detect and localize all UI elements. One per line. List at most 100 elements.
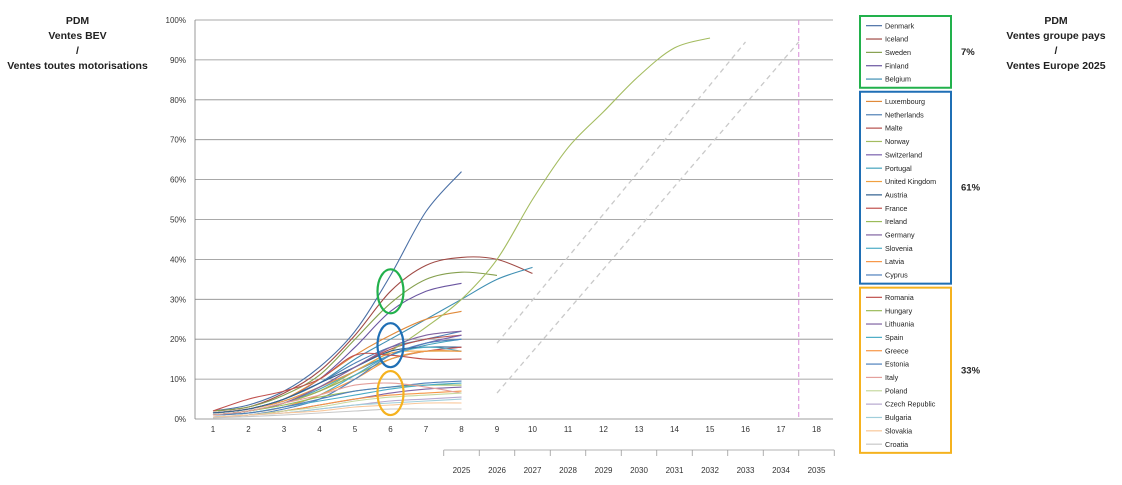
legend-entry: France [885,204,907,213]
legend-entry: Bulgaria [885,413,911,422]
legend-box [859,286,952,454]
series-line [212,382,462,416]
legend-entry: Germany [885,231,915,240]
legend-entry: Italy [885,373,899,382]
legend-entry: Poland [885,386,907,395]
x-tick-label: 13 [635,425,644,434]
x-tick-label: 8 [459,425,464,434]
legend-entry: Cyprus [885,271,908,280]
legend-entry: Czech Republic [885,400,936,409]
group-ellipse [376,322,405,369]
x-tick-label: 2 [246,425,251,434]
left-title-line: Ventes BEV [48,30,107,42]
right-title-line: PDM [1044,15,1068,27]
x-tick-label: 16 [741,425,750,434]
right-title-line: / [1054,45,1058,57]
legend-entry: Malte [885,124,903,133]
legend-entry: Netherlands [885,110,924,119]
year-label: 2027 [524,466,542,475]
year-label: 2032 [701,466,719,475]
year-label: 2034 [772,466,790,475]
x-tick-label: 9 [495,425,500,434]
x-tick-label: 3 [282,425,287,434]
x-tick-label: 4 [317,425,322,434]
legend-entry: Norway [885,137,910,146]
right-title-line: Ventes Europe 2025 [1006,60,1106,72]
y-tick-label: 80% [170,96,186,105]
trend-line [496,41,800,394]
legend-entry: Belgium [885,75,911,84]
x-tick-label: 15 [706,425,715,434]
legend-entry: Hungary [885,306,913,315]
right-title-line: Ventes groupe pays [1006,30,1106,42]
left-title-line: / [76,45,79,57]
legend-entry: Latvia [885,257,904,266]
series-line [212,408,462,419]
legend-entry: United Kingdom [885,177,936,186]
legend-entry: Lithuania [885,320,914,329]
left-title-line: PDM [65,15,90,27]
legend-entry: Portugal [885,164,912,173]
y-tick-label: 100% [166,16,186,25]
y-tick-label: 10% [170,375,186,384]
x-tick-label: 10 [528,425,537,434]
year-label: 2035 [808,466,826,475]
left-title: PDM Ventes BEV / Ventes toutes motorisat… [0,14,155,74]
y-tick-label: 0% [174,415,186,424]
group-share-label: 7% [961,47,975,58]
group-share-label: 61% [961,183,981,194]
year-label: 2033 [737,466,755,475]
legend-entry: Estonia [885,360,909,369]
legend-entry: Slovakia [885,426,912,435]
series-line [212,37,711,416]
y-tick-label: 90% [170,56,186,65]
y-tick-label: 20% [170,335,186,344]
series-line [212,266,533,414]
legend-entry: Slovenia [885,244,913,253]
x-tick-label: 5 [353,425,358,434]
legend-entry: Iceland [885,35,908,44]
legend-entry: Switzerland [885,150,922,159]
legend-entry: Austria [885,190,907,199]
group-share-label: 33% [961,365,981,376]
group-ellipse [376,268,405,315]
y-tick-label: 30% [170,295,186,304]
trend-line [496,41,747,344]
y-tick-label: 40% [170,255,186,264]
x-tick-label: 7 [424,425,429,434]
year-label: 2028 [559,466,577,475]
legend-entry: Denmark [885,21,915,30]
x-tick-label: 18 [812,425,821,434]
legend-entry: Romania [885,293,914,302]
legend-entry: Croatia [885,440,908,449]
series-line [212,171,462,412]
legend-entry: Greece [885,346,909,355]
legend-entry: Sweden [885,48,911,57]
year-label: 2029 [595,466,613,475]
legend-entry: Luxembourg [885,97,925,106]
series-line [212,380,462,416]
legend-box [859,90,952,285]
y-tick-label: 50% [170,216,186,225]
left-title-line: Ventes toutes motorisations [7,60,148,72]
x-tick-label: 6 [388,425,393,434]
right-title: PDM Ventes groupe pays / Ventes Europe 2… [995,14,1117,74]
year-label: 2026 [488,466,506,475]
legend-entry: Finland [885,61,909,70]
year-label: 2030 [630,466,648,475]
x-tick-label: 14 [670,425,679,434]
series-line [212,352,462,412]
x-tick-label: 17 [777,425,786,434]
x-tick-label: 1 [211,425,216,434]
series-line [212,402,462,418]
year-label: 2031 [666,466,684,475]
series-line [212,271,498,412]
y-tick-label: 70% [170,136,186,145]
legend-entry: Ireland [885,217,907,226]
y-tick-label: 60% [170,176,186,185]
year-label: 2025 [453,466,471,475]
x-tick-label: 12 [599,425,608,434]
series-line [212,256,533,412]
legend-entry: Spain [885,333,903,342]
